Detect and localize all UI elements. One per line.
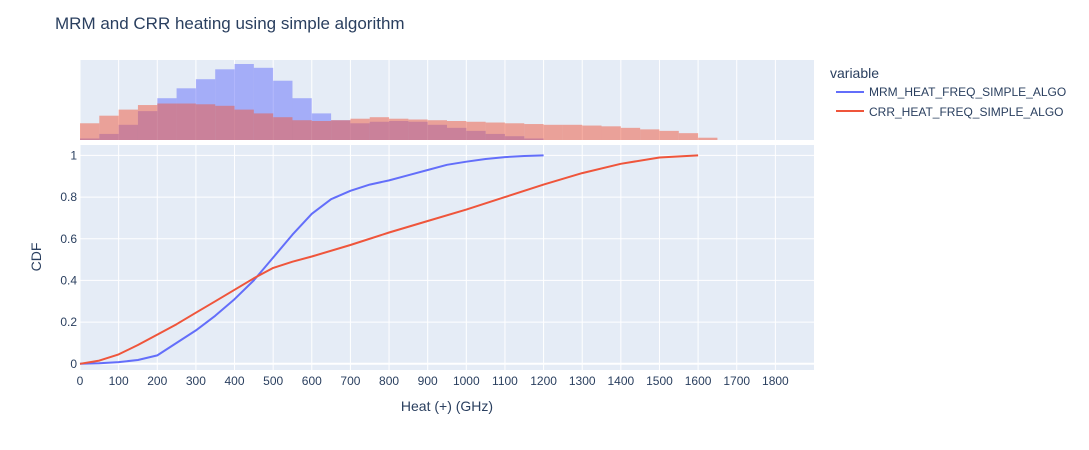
x-tick-label: 700 — [340, 374, 360, 388]
y-axis-title: CDF — [28, 243, 44, 272]
histogram-bar-crr — [543, 124, 563, 140]
cdf-line-crr — [79, 154, 699, 365]
x-tick-label: 1100 — [492, 374, 518, 388]
histogram-bar-crr — [504, 123, 525, 140]
histogram-bar-crr — [273, 117, 293, 140]
histogram-bar-crr — [331, 120, 351, 140]
histogram-bar-crr — [234, 109, 254, 140]
histogram-bar-crr — [118, 109, 138, 140]
x-tick-label: 500 — [263, 374, 283, 388]
cdf-line-mrm — [79, 154, 544, 365]
histogram-bar-crr — [447, 121, 467, 140]
x-tick-label: 800 — [379, 374, 399, 388]
histogram-bar-crr — [485, 122, 505, 140]
x-tick-label: 1500 — [646, 374, 673, 388]
main-gridlines — [79, 145, 814, 370]
y-tick-label: 0 — [70, 357, 77, 371]
legend-title: variable — [830, 65, 879, 81]
histogram-bar-crr — [157, 103, 177, 140]
histogram-bar-crr — [466, 121, 486, 140]
histogram-bar-crr — [408, 119, 428, 140]
histogram-bar-crr — [678, 133, 699, 140]
histogram-bar-crr — [698, 137, 718, 140]
y-axis-ticks: 0 0.2 0.4 0.6 0.8 1 — [60, 148, 77, 370]
histogram-bar-crr — [369, 117, 390, 140]
x-axis-ticks: 0 100 200 300 400 500 600 700 800 900 1000 1100 1200… — [77, 374, 789, 388]
histogram-bar-crr — [427, 120, 447, 140]
legend-label-crr: CRR_HEAT_FREQ_SIMPLE_ALGO — [869, 105, 1064, 119]
y-tick-label: 0.2 — [60, 315, 77, 329]
x-tick-label: 0 — [77, 374, 84, 388]
legend[interactable]: variable MRM_HEAT_FREQ_SIMPLE_ALGO CRR_H… — [830, 65, 1066, 119]
histogram-bar-crr — [195, 104, 216, 140]
y-tick-label: 0.8 — [60, 190, 77, 204]
x-tick-label: 1000 — [453, 374, 480, 388]
x-tick-label: 1200 — [530, 374, 557, 388]
histogram-bar-crr — [176, 103, 196, 140]
x-tick-label: 400 — [225, 374, 245, 388]
legend-label-mrm: MRM_HEAT_FREQ_SIMPLE_ALGO — [869, 85, 1066, 99]
y-tick-label: 1 — [70, 148, 77, 162]
histogram-bar-crr — [253, 113, 274, 140]
histogram-bar-crr — [601, 126, 621, 140]
cdf-lines — [79, 154, 699, 365]
histogram-bar-crr — [350, 118, 370, 140]
histogram-bar-crr — [137, 105, 158, 140]
y-tick-label: 0.4 — [60, 273, 77, 287]
main-plot-background — [80, 145, 814, 370]
histogram-bar-crr — [80, 123, 100, 140]
x-tick-label: 300 — [186, 374, 206, 388]
x-tick-label: 100 — [109, 374, 129, 388]
histogram-bar-crr — [99, 115, 119, 140]
x-tick-label: 200 — [147, 374, 167, 388]
y-tick-label: 0.6 — [60, 232, 77, 246]
x-axis-title: Heat (+) (GHz) — [401, 398, 493, 414]
histogram-bar-crr — [659, 130, 679, 140]
histogram-bar-crr — [640, 129, 660, 140]
legend-item-mrm[interactable]: MRM_HEAT_FREQ_SIMPLE_ALGO — [836, 85, 1066, 99]
x-tick-label: 1800 — [762, 374, 789, 388]
x-tick-label: 600 — [302, 374, 322, 388]
histogram-bar-crr — [215, 105, 235, 140]
histogram-bar-crr — [524, 124, 544, 140]
x-tick-label: 900 — [418, 374, 438, 388]
x-tick-label: 1400 — [607, 374, 634, 388]
x-tick-label: 1700 — [723, 374, 750, 388]
histogram-bars — [80, 64, 718, 140]
histogram-bar-crr — [562, 124, 583, 140]
histogram-bar-crr — [620, 127, 641, 140]
chart-title: MRM and CRR heating using simple algorit… — [55, 14, 405, 33]
x-tick-label: 1600 — [685, 374, 712, 388]
histogram-bar-crr — [292, 120, 312, 140]
x-tick-label: 1300 — [569, 374, 596, 388]
histogram-bar-crr — [311, 121, 332, 140]
legend-item-crr[interactable]: CRR_HEAT_FREQ_SIMPLE_ALGO — [836, 105, 1064, 119]
histogram-bar-crr — [582, 125, 602, 140]
histogram-bar-crr — [389, 118, 409, 140]
marginal-histogram-panel — [79, 60, 814, 140]
cdf-panel: 0 100 200 300 400 500 600 700 800 900 1000 1100 1200… — [60, 145, 814, 388]
